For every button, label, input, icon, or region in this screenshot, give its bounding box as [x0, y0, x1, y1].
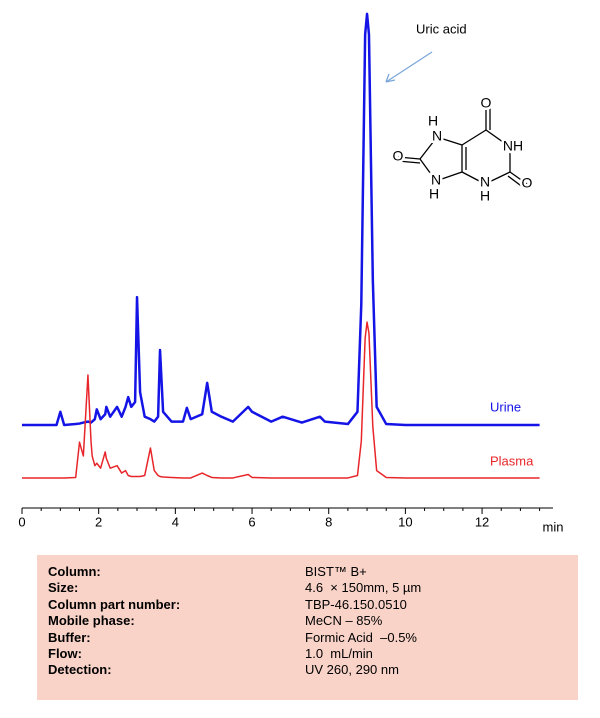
condition-value: BIST™ B+ [305, 564, 367, 579]
x-tick-label: 6 [248, 514, 255, 529]
condition-value: 4.6 × 150mm, 5 µm [305, 580, 422, 596]
arrow [385, 51, 433, 83]
arrow-head [385, 73, 396, 83]
condition-value: Formic Acid –0.5% [305, 629, 417, 645]
x-tick-label: 12 [475, 514, 489, 529]
condition-key: Detection: [48, 662, 112, 678]
series-label: Plasma [490, 453, 534, 468]
condition-key: Size: [48, 580, 79, 596]
atom-label: H [429, 186, 439, 202]
x-tick-label: 10 [398, 514, 412, 529]
condition-key: Mobile phase: [48, 613, 135, 629]
x-tick-label: 8 [325, 514, 332, 529]
atom-label: O [393, 148, 404, 164]
condition-key: Column: [48, 564, 101, 579]
conditions-table: Column: BIST™ B+ Size: 4.6 × 150mm, 5 µm Col… [37, 555, 578, 700]
series-line [22, 321, 540, 479]
molecule-bonds [397, 104, 528, 189]
condition-key: Flow: [48, 646, 82, 661]
x-unit: min [543, 519, 564, 534]
atom-label: N [431, 172, 441, 188]
atom-label: O [522, 175, 533, 191]
x-tick-label: 0 [18, 514, 25, 529]
annotation: Uric acid [416, 21, 467, 36]
x-tick-label: 4 [172, 514, 179, 529]
x-tick-label: 2 [95, 514, 102, 529]
condition-key: Column part number: [48, 596, 181, 612]
atom-label: H [428, 113, 438, 129]
condition-value: UV 260, 290 nm [305, 662, 399, 678]
condition-value: 1.0 mL/min [305, 646, 373, 661]
condition-value: TBP-46.150.0510 [305, 596, 407, 612]
atom-label: H [480, 188, 490, 204]
series-line [22, 12, 540, 427]
series-label: Urine [490, 399, 521, 414]
condition-value: MeCN – 85% [305, 613, 383, 629]
atom-label: N [432, 128, 442, 144]
condition-key: Buffer: [48, 629, 91, 645]
atom-label: N [480, 174, 490, 190]
atom-label: O [481, 95, 492, 111]
atom-label: NH [503, 138, 523, 154]
